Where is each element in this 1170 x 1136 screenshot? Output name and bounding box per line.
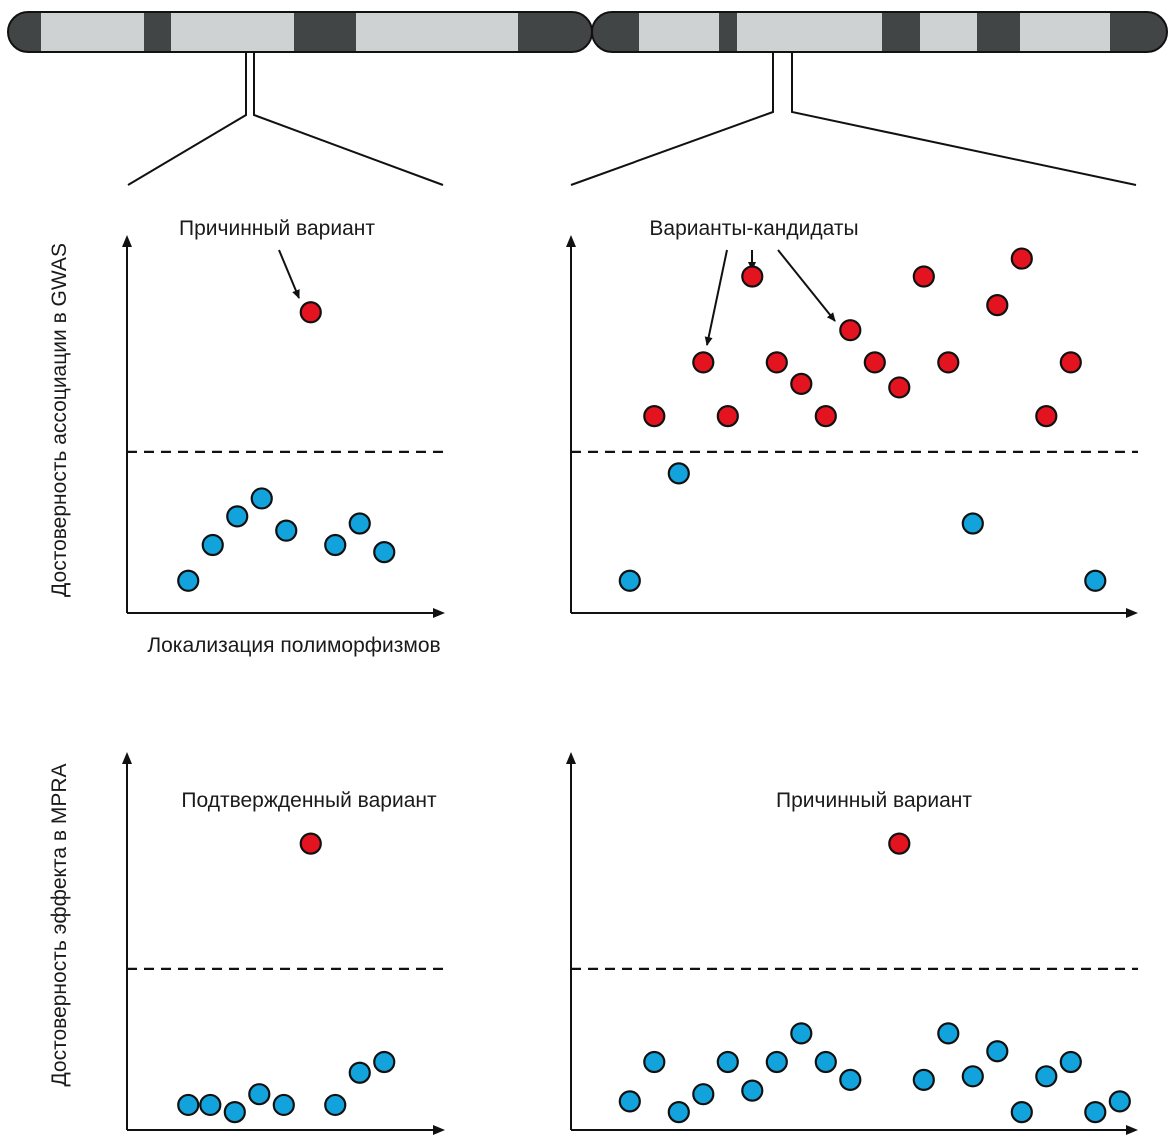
panel-bottom-right bbox=[566, 752, 1138, 1135]
significant-variant-point bbox=[888, 376, 911, 399]
x-axis-arrowhead bbox=[1126, 1125, 1138, 1135]
zoom-lines bbox=[127, 52, 1137, 186]
variant-point bbox=[667, 1100, 690, 1124]
significant-variant-point bbox=[937, 351, 960, 374]
scatter-panels bbox=[122, 235, 1138, 1135]
significant-variant-point bbox=[912, 265, 935, 288]
annotation-arrows bbox=[278, 249, 836, 346]
significant-variant-point bbox=[839, 319, 862, 342]
arrow-to-causal-variant bbox=[278, 249, 300, 299]
y-axis-label-gwas: Достоверность ассоциации в GWAS bbox=[48, 243, 71, 597]
arrow-to-candidate-1 bbox=[704, 249, 728, 346]
variant-point bbox=[912, 1068, 935, 1091]
annotation-candidate-variants: Варианты-кандидаты bbox=[649, 217, 858, 240]
panel-top-left bbox=[122, 235, 445, 618]
variant-point bbox=[348, 512, 371, 535]
variant-point bbox=[961, 512, 984, 535]
significant-variant-point bbox=[863, 351, 886, 374]
significant-variant-point bbox=[643, 405, 666, 428]
significant-variant-point bbox=[741, 265, 764, 288]
variant-point bbox=[1010, 1100, 1033, 1124]
variant-point bbox=[790, 1022, 813, 1045]
chromosome-q-arm bbox=[592, 12, 1167, 52]
variant-point bbox=[177, 1093, 200, 1117]
significant-variant-point bbox=[1059, 351, 1082, 374]
significant-variant-point bbox=[692, 351, 715, 374]
variant-point bbox=[741, 1079, 764, 1102]
variant-point bbox=[177, 569, 200, 592]
variant-point bbox=[250, 487, 273, 510]
variant-point bbox=[199, 1093, 222, 1117]
x-axis-arrowhead bbox=[433, 1125, 445, 1135]
variant-point bbox=[839, 1068, 862, 1091]
variant-point bbox=[961, 1065, 984, 1088]
variant-point bbox=[692, 1083, 715, 1106]
x-axis-label: Локализация полиморфизмов bbox=[147, 634, 440, 657]
variant-point bbox=[1084, 1100, 1107, 1124]
significant-variant-point bbox=[1010, 247, 1033, 270]
variant-point bbox=[643, 1050, 666, 1074]
y-axis-arrowhead bbox=[566, 235, 576, 247]
arrow-to-candidate-3 bbox=[777, 249, 836, 322]
panel-bottom-left bbox=[122, 752, 445, 1135]
significant-variant-point bbox=[1035, 405, 1058, 428]
significant-variant-point bbox=[716, 405, 739, 428]
variant-point bbox=[324, 1093, 347, 1117]
variant-point bbox=[986, 1040, 1009, 1063]
variant-point bbox=[618, 1090, 641, 1113]
chromosome-ideogram bbox=[7, 11, 1168, 53]
y-axis-arrowhead bbox=[122, 752, 132, 764]
annotation-confirmed-variant: Подтвержденный вариант bbox=[181, 789, 437, 812]
variant-point bbox=[1084, 569, 1107, 592]
panel-top-right bbox=[566, 235, 1138, 618]
variant-point bbox=[937, 1022, 960, 1045]
variant-point bbox=[373, 541, 396, 564]
significant-variant-point bbox=[299, 832, 322, 855]
y-axis-arrowhead bbox=[122, 235, 132, 247]
variant-point bbox=[814, 1050, 837, 1074]
significant-variant-point bbox=[888, 832, 911, 855]
variant-point bbox=[201, 533, 224, 557]
variant-point bbox=[373, 1050, 396, 1074]
variant-point bbox=[1035, 1065, 1058, 1088]
y-axis-label-mpra: Достоверность эффекта в MPRA bbox=[48, 763, 71, 1086]
significant-variant-point bbox=[814, 405, 837, 428]
chromosome-p-arm bbox=[8, 12, 592, 52]
variant-point bbox=[223, 1100, 246, 1124]
variant-point bbox=[1059, 1050, 1082, 1074]
variant-point bbox=[618, 569, 641, 592]
variant-point bbox=[275, 519, 298, 542]
variant-point bbox=[1108, 1090, 1131, 1113]
annotation-causal-variant-top: Причинный вариант bbox=[179, 217, 375, 240]
significant-variant-point bbox=[765, 351, 788, 374]
variant-point bbox=[226, 505, 249, 528]
variant-point bbox=[667, 462, 690, 485]
x-axis-arrowhead bbox=[433, 608, 445, 618]
significant-variant-point bbox=[299, 301, 322, 324]
variant-point bbox=[272, 1093, 295, 1117]
variant-point bbox=[348, 1061, 371, 1084]
variant-point bbox=[765, 1050, 788, 1074]
variant-point bbox=[324, 533, 347, 557]
significant-variant-point bbox=[790, 372, 813, 395]
annotation-causal-variant-bottom: Причинный вариант bbox=[776, 789, 972, 812]
y-axis-arrowhead bbox=[566, 752, 576, 764]
x-axis-arrowhead bbox=[1126, 608, 1138, 618]
significant-variant-point bbox=[986, 294, 1009, 317]
variant-point bbox=[716, 1050, 739, 1074]
variant-point bbox=[248, 1083, 271, 1106]
